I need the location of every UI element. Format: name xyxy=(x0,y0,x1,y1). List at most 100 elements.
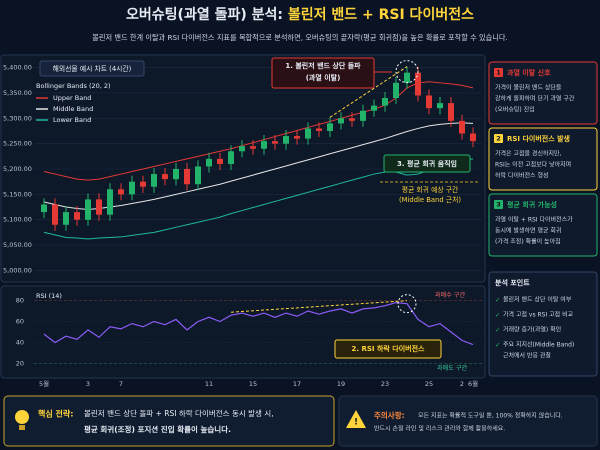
card-text: RSI는 이전 고점보다 낮아지며 xyxy=(495,161,571,169)
caution-text: 반드시 손절 라인 및 리스크 관리와 함께 활용하세요. xyxy=(374,425,505,433)
legend-label: Lower Band xyxy=(53,116,91,124)
bulb-base xyxy=(19,425,25,430)
candle-body xyxy=(184,169,190,185)
candle-body xyxy=(41,204,47,213)
candle-body xyxy=(239,146,245,152)
check-mark: ✓ xyxy=(495,311,500,319)
x-tick-label: 7 xyxy=(119,380,123,388)
points-card xyxy=(488,271,598,377)
point-text: 주요 지지선(Middle Band) xyxy=(503,341,574,349)
chart-label: 해외선물 예시 차트 (4시간) xyxy=(53,64,132,73)
candle-body xyxy=(448,103,454,121)
candle-body xyxy=(228,151,234,164)
card-text: 하락 다이버전스 형성 xyxy=(495,172,549,180)
candle-body xyxy=(283,136,289,144)
card-text: (오버슈팅) 진입 xyxy=(495,106,535,114)
card-number: 2 xyxy=(496,135,501,143)
candle-body xyxy=(437,103,443,109)
candle-body xyxy=(250,146,256,149)
title-prefix: 오버슈팅(과열 돌파) 분석: xyxy=(126,6,288,23)
candle-body xyxy=(360,110,366,121)
strategy-text: 볼린저 밴드 상단 돌파 + RSI 하락 다이버전스 동시 발생 시, xyxy=(84,408,274,418)
candle-body xyxy=(195,166,201,185)
card-text: (가격 조정) 확률이 높아짐 xyxy=(495,238,561,246)
y-tick-label: 80 xyxy=(16,297,24,305)
point-text: 볼린저 밴드 상단 이탈 여부 xyxy=(503,296,572,304)
zone-label: 과매수 구간 xyxy=(435,291,466,299)
candle-body xyxy=(294,136,300,139)
peak-circle xyxy=(395,60,419,84)
candle-body xyxy=(349,118,355,121)
candle-body xyxy=(96,199,102,215)
annotation-text: 1. 볼린저 밴드 상단 돌파 xyxy=(285,61,361,70)
legend-title: Bollinger Bands (20, 2) xyxy=(36,82,111,90)
x-tick-label: 17 xyxy=(293,380,301,388)
candle-body xyxy=(404,72,410,83)
card-text: 과열 이탈 + RSI 다이버전스가 xyxy=(495,216,573,224)
caution-text: 모든 지표는 확률적 도구일 뿐, 100% 정확하지 않습니다. xyxy=(418,412,563,420)
candle-body xyxy=(459,120,465,134)
candle-body xyxy=(107,189,113,215)
bulb-icon xyxy=(15,410,29,424)
card-text: 강하게 돌파하며 단기 과열 구간 xyxy=(495,95,575,103)
annotation-text: 2. RSI 하락 다이버전스 xyxy=(352,344,426,353)
annotation-box xyxy=(334,339,442,359)
candle-body xyxy=(426,95,432,109)
annotation-text: (Middle Band 근처) xyxy=(399,195,461,204)
y-tick-label: 5,000.00 xyxy=(3,266,32,274)
candle-body xyxy=(140,181,146,187)
info-card xyxy=(488,193,598,257)
check-mark: ✓ xyxy=(495,326,500,334)
y-tick-label: 60 xyxy=(16,318,24,326)
rsi-title: RSI (14) xyxy=(36,292,62,300)
candle-body xyxy=(371,105,377,111)
annotation-box xyxy=(271,57,375,89)
rsi-line xyxy=(43,301,474,346)
candle-body xyxy=(470,133,476,142)
y-tick-label: 40 xyxy=(16,339,24,347)
y-tick-label: 5,050.00 xyxy=(3,241,32,249)
band-line xyxy=(43,122,474,211)
check-mark: ✓ xyxy=(495,341,500,349)
strategy-text: 평균 회귀(조정) 포지션 진입 확률이 높습니다. xyxy=(84,424,231,434)
info-card xyxy=(488,61,598,125)
x-tick-label: 6월 xyxy=(468,379,478,388)
candle-body xyxy=(63,212,69,225)
card-badge xyxy=(494,68,503,77)
y-tick-label: 5,350.00 xyxy=(3,89,32,97)
candle-body xyxy=(316,128,322,131)
annotation-text: 평균 회귀 예상 구간 xyxy=(402,185,459,194)
rsi-divergence xyxy=(230,300,408,313)
legend-label: Middle Band xyxy=(53,105,93,113)
point-text: 근처에서 반응 관찰 xyxy=(503,352,551,360)
point-text: 가격 고점 vs RSI 고점 비교 xyxy=(503,311,574,319)
candle-body xyxy=(272,141,278,144)
card-number: 1 xyxy=(496,69,501,77)
info-card xyxy=(488,127,598,191)
annotation-text: 3. 평균 회귀 움직임 xyxy=(397,159,457,168)
chart-label-box xyxy=(39,60,145,77)
price-divergence xyxy=(329,66,408,118)
title-highlight: 볼린저 밴드 + RSI 다이버전스 xyxy=(288,6,474,23)
candle-body xyxy=(327,123,333,131)
candle-body xyxy=(52,204,58,225)
candle-body xyxy=(173,169,179,180)
point-text: 거래량 증가(과열) 확인 xyxy=(503,326,561,334)
y-tick-label: 5,400.00 xyxy=(3,64,32,72)
candle-body xyxy=(415,72,421,96)
x-tick-label: 19 xyxy=(337,380,345,388)
y-tick-label: 5,100.00 xyxy=(3,216,32,224)
x-tick-label: 5월 xyxy=(39,379,49,388)
candle-body xyxy=(74,212,80,220)
candle-body xyxy=(129,181,135,195)
subtitle: 볼린저 밴드 한계 이탈과 RSI 다이버전스 지표를 복합적으로 분석하면, … xyxy=(92,33,508,42)
y-tick-label: 5,300.00 xyxy=(3,114,32,122)
annotation-box xyxy=(383,154,471,173)
card-badge xyxy=(494,134,503,143)
caution-label: 주의사항: xyxy=(374,410,405,420)
candle-body xyxy=(393,82,399,99)
card-text: 동시에 발생하면 평균 회귀 xyxy=(495,227,561,235)
strategy-label: 핵심 전략: xyxy=(38,409,73,419)
caution-box xyxy=(338,395,598,447)
rsi-peak-circle xyxy=(397,294,417,314)
